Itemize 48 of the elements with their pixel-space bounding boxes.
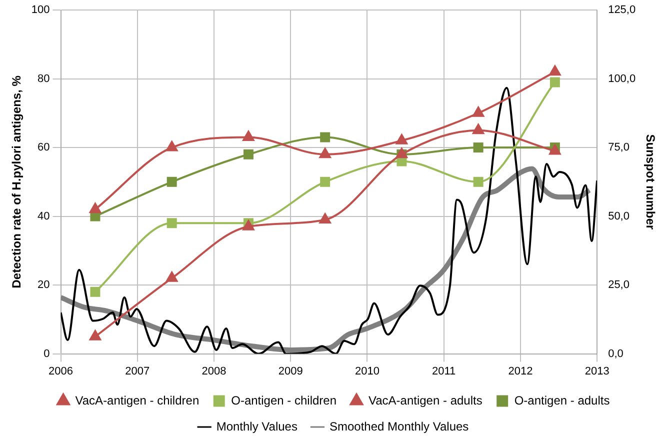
point [166, 218, 177, 228]
point [90, 286, 100, 297]
point [89, 202, 102, 214]
y-tick-label: 40 [38, 210, 50, 222]
legend-label: O-antigen - children [231, 393, 337, 408]
x-tick-label: 2009 [278, 365, 303, 378]
y2-tick-label: 0,0 [608, 348, 624, 360]
point [320, 176, 330, 187]
x-tick-label: 2012 [508, 365, 533, 378]
point [473, 176, 484, 187]
y2-axis-title: Sunspot number [643, 134, 658, 230]
y2-tick-label: 25,0 [608, 279, 630, 292]
point [319, 148, 332, 158]
point [473, 142, 484, 153]
x-tick-label: 2013 [584, 365, 610, 378]
point [89, 330, 102, 340]
y-tick-label: 100 [31, 4, 50, 16]
y-tick-label: 80 [38, 72, 50, 85]
x-tick-label: 2010 [354, 365, 380, 378]
point [548, 65, 561, 76]
legend-label: Smoothed Monthly Values [329, 419, 469, 434]
x-tick-label: 2007 [125, 365, 150, 378]
y-tick-label: 20 [38, 279, 50, 292]
x-tick-label: 2008 [202, 365, 226, 378]
y2-tick-label: 125,0 [608, 4, 636, 16]
y-tick-label: 0 [44, 348, 50, 360]
y2-tick-label: 100,0 [608, 72, 636, 85]
point [472, 124, 484, 134]
point [396, 134, 408, 144]
point [243, 149, 254, 160]
legend-label: VacA-antigen - children [75, 393, 200, 408]
x-tick-label: 2006 [48, 365, 73, 378]
x-tick-label: 2011 [432, 365, 456, 378]
point [320, 132, 330, 142]
point [550, 77, 560, 88]
point [166, 271, 178, 282]
y2-tick-label: 75,0 [608, 142, 630, 154]
y-tick-label: 60 [38, 142, 50, 154]
legend-label: VacA-antigen - adults [368, 393, 482, 408]
point [166, 140, 178, 152]
point [242, 130, 254, 141]
point [319, 212, 332, 224]
legend-label: Monthly Values [216, 419, 298, 434]
point [166, 176, 177, 187]
y2-tick-label: 50,0 [608, 210, 630, 222]
legend-label: O-antigen - adults [514, 393, 610, 408]
y-axis-title: Detection rate of H.pylori antigens, % [10, 75, 24, 288]
point [472, 106, 484, 117]
